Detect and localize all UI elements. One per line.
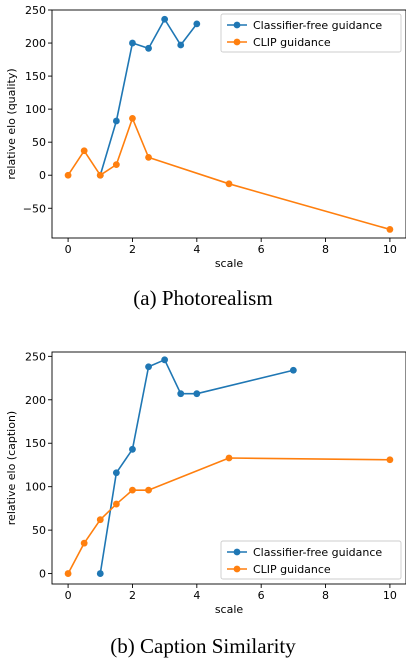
legend-marker (233, 38, 241, 46)
chart-a: 0 2 4 6 8 10 −50 0 50 100 150 200 250 scale relative e… (5, 4, 406, 270)
y-tick-label: 100 (25, 103, 46, 116)
x-axis-label: scale (215, 603, 244, 616)
caption-b: (b) Caption Similarity (110, 634, 296, 658)
x-tick-label: 8 (322, 243, 329, 256)
data-point (112, 161, 120, 169)
x-tick-label: 10 (383, 589, 397, 602)
x-tick-label: 6 (258, 243, 265, 256)
y-tick-label: 100 (25, 481, 46, 494)
caption-a: (a) Photorealism (133, 286, 273, 310)
data-point (225, 180, 233, 188)
data-point (386, 456, 394, 464)
y-tick-label: 0 (39, 568, 46, 581)
legend-label: Classifier-free guidance (253, 19, 382, 32)
data-point (161, 356, 169, 364)
legend-label: CLIP guidance (253, 563, 331, 576)
x-tick-label: 2 (129, 243, 136, 256)
data-point (96, 570, 104, 577)
y-tick-label: 150 (25, 437, 46, 450)
x-axis-label: scale (215, 257, 244, 270)
legend-box (220, 540, 402, 580)
data-point (289, 366, 297, 374)
data-point (64, 171, 72, 179)
x-tick-label: 0 (65, 589, 72, 602)
legend-label: Classifier-free guidance (253, 546, 382, 559)
legend-marker (233, 21, 241, 29)
data-point (129, 486, 136, 494)
x-tick-label: 2 (129, 589, 136, 602)
data-point (129, 39, 136, 47)
data-point (177, 390, 185, 398)
data-point (96, 171, 104, 179)
series-line-clip (67, 457, 390, 574)
legend: Classifier-free guidance CLIP guidance (220, 540, 402, 580)
data-point (80, 539, 88, 547)
data-point (145, 44, 152, 52)
y-axis-label: relative elo (caption) (5, 411, 18, 525)
plot-area (51, 9, 406, 239)
data-point (193, 390, 201, 398)
x-tick-label: 4 (193, 589, 200, 602)
data-point (145, 153, 152, 161)
y-tick-label: 150 (25, 70, 46, 83)
y-tick-label: 50 (32, 524, 46, 537)
data-point (80, 147, 88, 155)
x-tick-label: 4 (193, 243, 200, 256)
series-line-clip (67, 117, 391, 231)
x-tick-label: 6 (258, 589, 265, 602)
y-tick-label: 200 (25, 37, 46, 50)
data-point (145, 486, 152, 494)
data-point (64, 570, 72, 577)
data-point (112, 469, 120, 477)
data-point (386, 226, 394, 233)
y-tick-label: 250 (25, 4, 46, 17)
data-point (112, 117, 120, 125)
data-point (225, 454, 233, 462)
x-tick-label: 8 (322, 589, 329, 602)
data-point (161, 15, 169, 23)
data-point (96, 516, 104, 524)
data-point (193, 20, 201, 28)
y-axis-label: relative elo (quality) (5, 68, 18, 179)
legend-box (220, 13, 402, 53)
data-point (129, 445, 136, 453)
data-point (112, 500, 120, 508)
y-tick-label: 200 (25, 394, 46, 407)
legend-label: CLIP guidance (253, 36, 331, 49)
data-point (145, 363, 152, 371)
x-tick-label: 0 (65, 243, 72, 256)
legend: Classifier-free guidance CLIP guidance (220, 13, 402, 53)
plot-area (51, 351, 406, 585)
legend-marker (233, 548, 241, 556)
data-point (129, 114, 136, 122)
legend-marker (233, 565, 241, 573)
y-tick-label: −50 (23, 202, 46, 215)
y-tick-label: 0 (39, 169, 46, 182)
data-point (177, 41, 185, 49)
y-tick-label: 250 (25, 350, 46, 363)
x-tick-label: 10 (383, 243, 397, 256)
y-tick-label: 50 (32, 136, 46, 149)
